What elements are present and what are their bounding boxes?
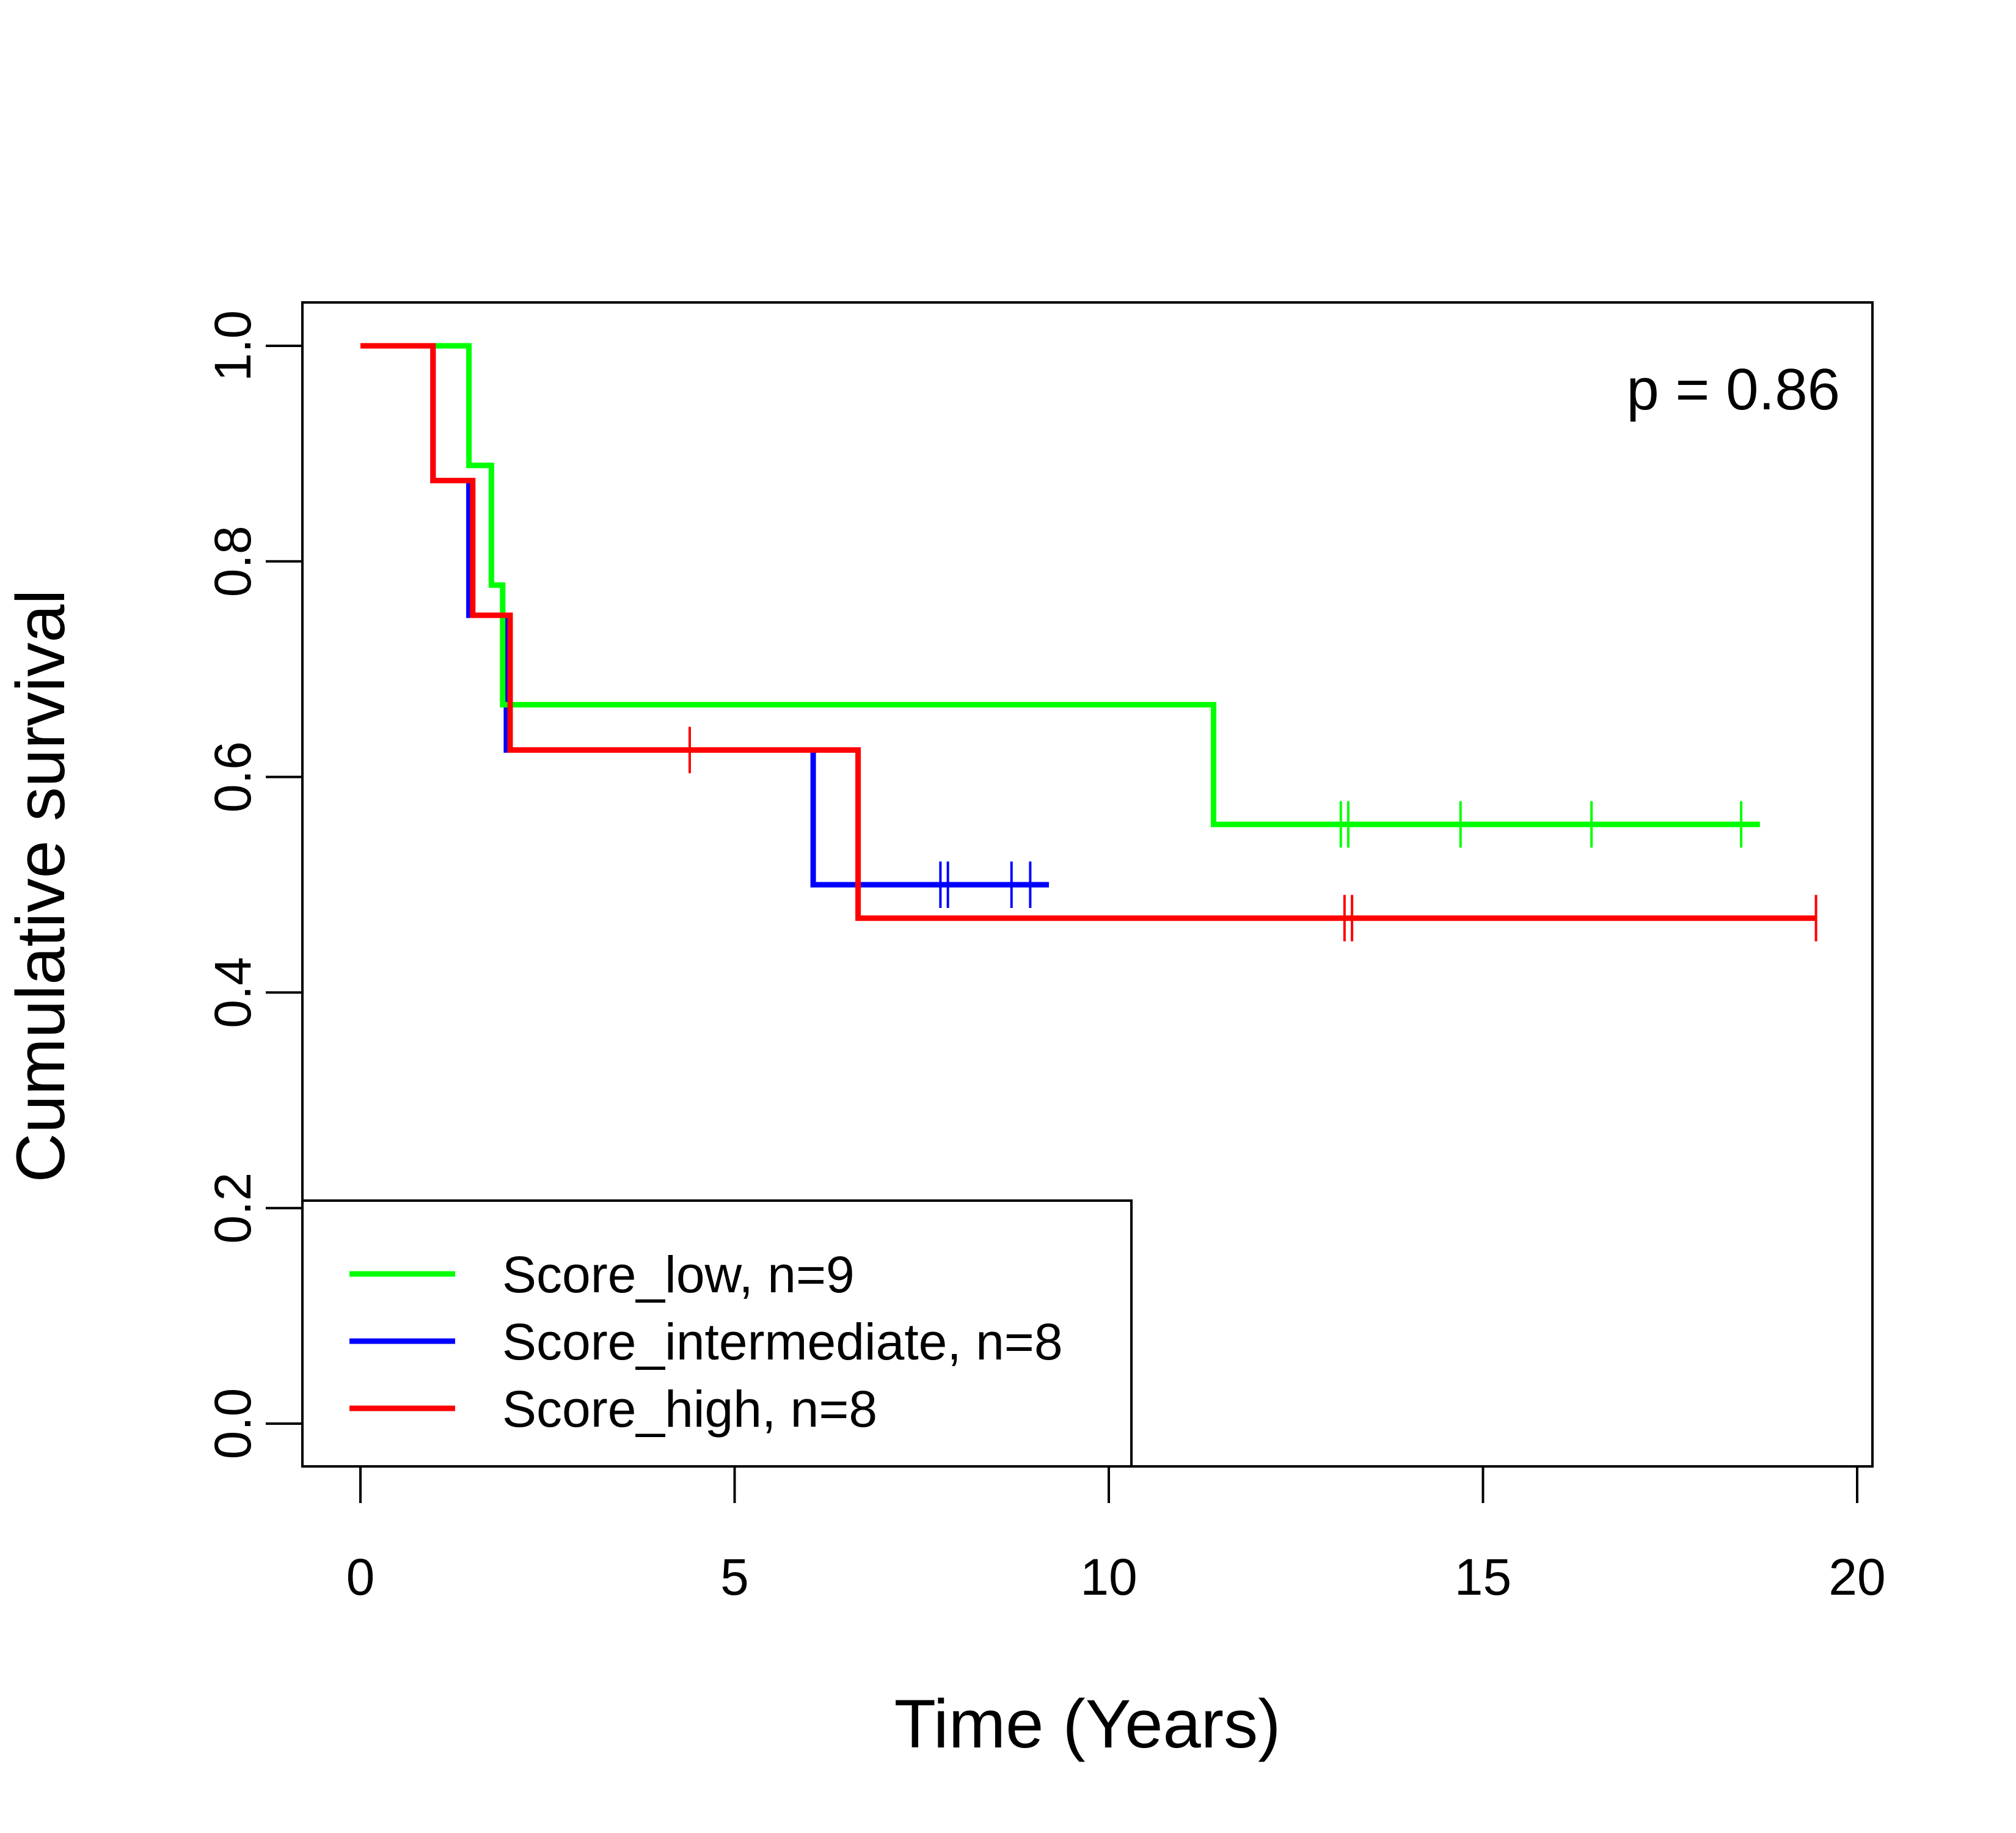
x-tick-label: 5: [720, 1548, 749, 1606]
y-axis-label: Cumulative survival: [2, 590, 79, 1183]
y-axis: 0.0 0.2 0.4 0.6 0.8 1.0: [204, 310, 304, 1460]
y-tick-label: 0.4: [204, 957, 261, 1028]
p-value-annotation: p = 0.86: [1626, 357, 1840, 422]
series-layer: [360, 343, 1817, 942]
x-tick-label: 10: [1080, 1548, 1137, 1606]
y-tick-label: 0.0: [204, 1388, 261, 1460]
legend-box: [301, 1199, 1133, 1468]
series-group: [360, 343, 1760, 848]
y-tick-label: 1.0: [204, 310, 261, 382]
x-tick-label: 15: [1455, 1548, 1511, 1606]
legend: Score_low, n=9 Score_intermediate, n=8 Sco…: [301, 1199, 1133, 1468]
legend-label: Score_high, n=8: [502, 1380, 877, 1438]
series-line: [360, 343, 1760, 827]
x-axis: 0 5 10 15 20: [346, 1465, 1886, 1606]
y-tick-label: 0.2: [204, 1173, 261, 1244]
x-axis-label: Time (Years): [894, 1686, 1281, 1762]
legend-label: Score_low, n=9: [502, 1246, 855, 1303]
series-group: [360, 343, 1049, 908]
series-group: [360, 343, 1817, 942]
legend-items: Score_low, n=9 Score_intermediate, n=8 Sco…: [349, 1246, 1063, 1438]
series-line: [360, 343, 1816, 921]
series-line: [360, 343, 1049, 888]
y-tick-label: 0.8: [204, 525, 261, 597]
x-tick-label: 20: [1828, 1548, 1885, 1606]
legend-label: Score_intermediate, n=8: [502, 1313, 1063, 1370]
y-tick-label: 0.6: [204, 741, 261, 813]
x-tick-label: 0: [346, 1548, 375, 1606]
